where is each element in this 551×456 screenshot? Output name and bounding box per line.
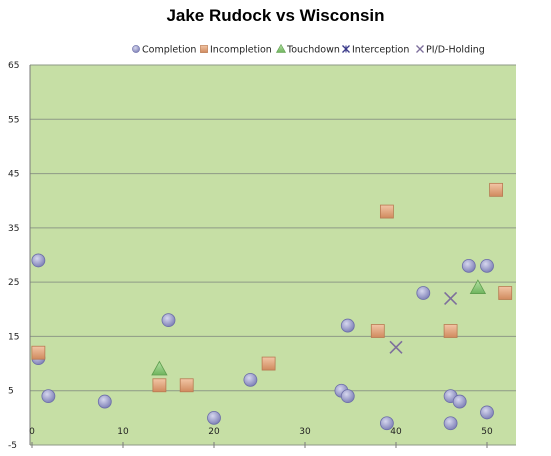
y-tick-label: 45 <box>8 170 19 180</box>
legend-entry: Interception <box>342 45 409 56</box>
incompletion-point <box>31 345 46 360</box>
completion-point <box>340 389 355 404</box>
incompletion-point <box>261 356 276 371</box>
touchdown-point <box>151 360 168 376</box>
completion-point <box>461 258 476 273</box>
x-tick-label: 40 <box>390 427 402 437</box>
legend-label: Incompletion <box>210 45 272 56</box>
legend-label: Interception <box>352 45 409 56</box>
x-tick-label: 0 <box>29 427 35 437</box>
completion-point <box>31 253 46 268</box>
completion-point <box>379 416 394 431</box>
completion-point <box>480 258 494 273</box>
y-tick-label: 65 <box>8 61 19 71</box>
data-points <box>31 182 513 431</box>
completion-point <box>452 394 467 409</box>
completion-point <box>443 416 458 431</box>
completion-point <box>207 410 221 425</box>
x-tick-label: 50 <box>481 427 493 437</box>
legend-label: Completion <box>142 45 196 56</box>
axes: -5 5 15 25 35 45 55 65 0 10 20 30 40 50 <box>8 61 493 451</box>
completion-point <box>340 318 355 333</box>
legend-marker <box>342 45 350 53</box>
plot-area <box>30 65 516 445</box>
y-tick-label: 15 <box>8 332 19 342</box>
legend: Completion Incompletion Touchdown Intercept… <box>132 43 485 56</box>
x-tick-label: 20 <box>208 427 220 437</box>
completion-point <box>416 286 431 300</box>
legend-marker <box>416 45 424 53</box>
x-tick-label: 10 <box>117 427 129 437</box>
legend-entry: Incompletion <box>200 45 272 56</box>
pi-d-holding-point <box>389 340 403 354</box>
completion-point <box>97 394 112 409</box>
y-tick-label: 35 <box>8 224 19 234</box>
incompletion-point <box>179 378 194 393</box>
y-tick-label: 5 <box>8 387 14 397</box>
y-tick-label: 25 <box>8 278 19 288</box>
y-tick-label: 55 <box>8 115 19 125</box>
incompletion-point <box>152 378 167 393</box>
completion-point <box>41 389 56 404</box>
y-tick-label: -5 <box>8 441 17 451</box>
legend-entry: PI/D-Holding <box>416 45 485 56</box>
legend-label: Touchdown <box>286 45 340 56</box>
chart-title: Jake Rudock vs Wisconsin <box>166 6 385 25</box>
completion-point <box>161 313 176 328</box>
x-tick-label: 30 <box>299 427 311 437</box>
gridlines <box>30 64 516 446</box>
legend-entry: Completion <box>132 45 196 56</box>
completion-point <box>480 405 494 420</box>
pi-d-holding-point <box>444 291 458 305</box>
legend-marker <box>200 45 208 53</box>
legend-entry: Touchdown <box>275 43 340 56</box>
legend-label: PI/D-Holding <box>426 45 485 56</box>
incompletion-point <box>498 286 513 300</box>
incompletion-point <box>443 324 458 338</box>
incompletion-point <box>379 204 394 219</box>
incompletion-point <box>489 182 504 197</box>
incompletion-point <box>370 324 385 338</box>
legend-marker <box>132 45 140 53</box>
completion-point <box>243 372 258 387</box>
legend-marker <box>275 43 287 53</box>
touchdown-point <box>469 279 487 294</box>
